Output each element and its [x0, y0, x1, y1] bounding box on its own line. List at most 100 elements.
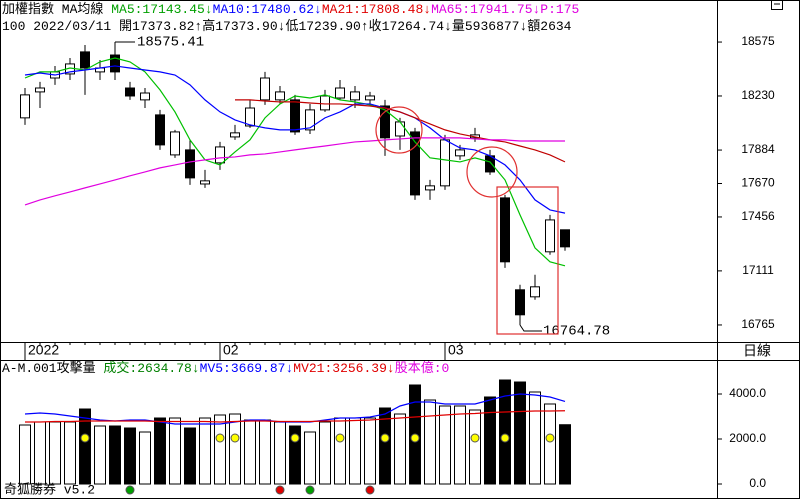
- ma-line: [24, 137, 566, 206]
- y-tick-label: 16765: [741, 317, 775, 331]
- signal-dot: [545, 433, 555, 443]
- volume-bar: [469, 409, 481, 485]
- signal-dot: [410, 433, 420, 443]
- volume-bar: [514, 381, 526, 485]
- volume-bar: [529, 391, 541, 485]
- price-legend-segment: 加權指數 MA均線: [2, 1, 111, 17]
- signal-dot: [365, 485, 375, 495]
- volume-legend-segment: 股本億:0: [395, 360, 450, 376]
- signal-dot: [290, 433, 300, 443]
- price-legend-segment: MA21:17808.48↓: [322, 2, 431, 17]
- volume-panel: A-M.001攻擊量 成交:2634.78↓MV5:3669.87↓MV21:3…: [2, 360, 571, 495]
- volume-bar: [289, 425, 301, 485]
- candle-body: [290, 99, 300, 133]
- candle-body: [440, 139, 450, 187]
- volume-bar: [499, 379, 511, 485]
- volume-bar: [64, 421, 76, 485]
- candle-body: [335, 87, 345, 99]
- candle-body: [215, 146, 225, 164]
- header: 加權指數 MA均線 MA5:17143.45↓MA10:17480.62↓MA2…: [2, 1, 579, 34]
- ma-line: [24, 65, 566, 214]
- volume-bar: [259, 419, 271, 485]
- volume-bar: [334, 417, 346, 485]
- candle-body: [500, 197, 510, 263]
- price-legend-segment: MA10:17480.62↓: [213, 2, 322, 17]
- volume-bar: [364, 417, 376, 485]
- volume-bar: [214, 414, 226, 485]
- y-tick-label: 17111: [742, 263, 774, 277]
- candle-body: [200, 180, 210, 185]
- candle-body: [275, 91, 285, 101]
- candle-body: [320, 95, 330, 111]
- ma-line: [235, 99, 566, 163]
- candle-body: [245, 107, 255, 127]
- signal-dot: [500, 433, 510, 443]
- volume-bar: [304, 431, 316, 485]
- price-info-segment: 100 2022/03/11 開17373.82↑高17373.90↓低1723…: [2, 18, 572, 34]
- footer-label: 奇狐勝券 v5.2: [4, 481, 95, 497]
- candle-body: [395, 121, 405, 137]
- volume-bar: [244, 419, 256, 485]
- candle-body: [110, 54, 120, 73]
- candle-body: [305, 109, 315, 131]
- candle-body: [410, 131, 420, 196]
- volume-legend: A-M.001攻擊量 成交:2634.78↓MV5:3669.87↓MV21:3…: [2, 360, 449, 376]
- candle-body: [350, 91, 360, 101]
- signal-dot: [470, 433, 480, 443]
- candle-body: [545, 219, 555, 253]
- window-icon[interactable]: [771, 0, 783, 10]
- x-tick-label: 02: [223, 342, 239, 358]
- y-tick-label: 4000.0: [729, 386, 766, 400]
- period-label: 日線: [743, 343, 771, 359]
- y-tick-label: 18575: [741, 34, 775, 48]
- price-legend-segment: MA5:17143.45↓: [111, 2, 212, 17]
- volume-bar: [199, 417, 211, 485]
- y-tick-label: 2000.0: [729, 431, 766, 445]
- x-tick-label: 2022: [28, 342, 59, 358]
- price-legend-segment: P:175: [540, 2, 579, 17]
- volume-bar: [109, 425, 121, 485]
- volume-bar: [379, 407, 391, 485]
- volume-bar: [154, 417, 166, 485]
- volume-bar: [49, 421, 61, 485]
- signal-dot: [230, 433, 240, 443]
- volume-bar: [94, 425, 106, 485]
- volume-bar: [439, 405, 451, 485]
- candle-body: [170, 131, 180, 156]
- axes: 18575 18230 17884 17670 17456 17111 16765 2022 0…: [24, 34, 775, 490]
- highlight-box: [496, 186, 559, 335]
- price-legend: 加權指數 MA均線 MA5:17143.45↓MA10:17480.62↓MA2…: [2, 1, 579, 17]
- volume-bar: [229, 413, 241, 485]
- candle-body: [155, 114, 165, 146]
- y-tick-label: 17456: [741, 209, 775, 223]
- candle-body: [515, 289, 525, 316]
- volume-bar: [34, 421, 46, 485]
- volume-bar: [184, 427, 196, 485]
- volume-bar: [394, 413, 406, 485]
- candle-body: [425, 185, 435, 191]
- volume-bar: [454, 405, 466, 485]
- price-info: 100 2022/03/11 開17373.82↑高17373.90↓低1723…: [2, 18, 572, 34]
- signal-dot: [380, 433, 390, 443]
- candle-body: [185, 149, 195, 179]
- signal-dot: [125, 485, 135, 495]
- volume-bar: [424, 399, 436, 485]
- candle-body: [125, 87, 135, 97]
- low-label: 16764.78: [543, 324, 610, 340]
- volume-bar: [139, 431, 151, 485]
- volume-bar: [274, 421, 286, 485]
- signal-dot: [305, 485, 315, 495]
- price-legend-segment: MA65:17941.75↓: [431, 2, 540, 17]
- candle-body: [365, 95, 375, 101]
- candle-body: [560, 229, 570, 248]
- signal-dot: [335, 433, 345, 443]
- volume-bar: [484, 396, 496, 485]
- candle-body: [455, 149, 465, 157]
- signal-dot: [215, 433, 225, 443]
- low-leader: [519, 324, 542, 332]
- candle-body: [35, 87, 45, 93]
- volume-bar: [79, 408, 91, 485]
- y-tick-label: 0.0: [749, 476, 766, 490]
- ma-line: [24, 57, 566, 267]
